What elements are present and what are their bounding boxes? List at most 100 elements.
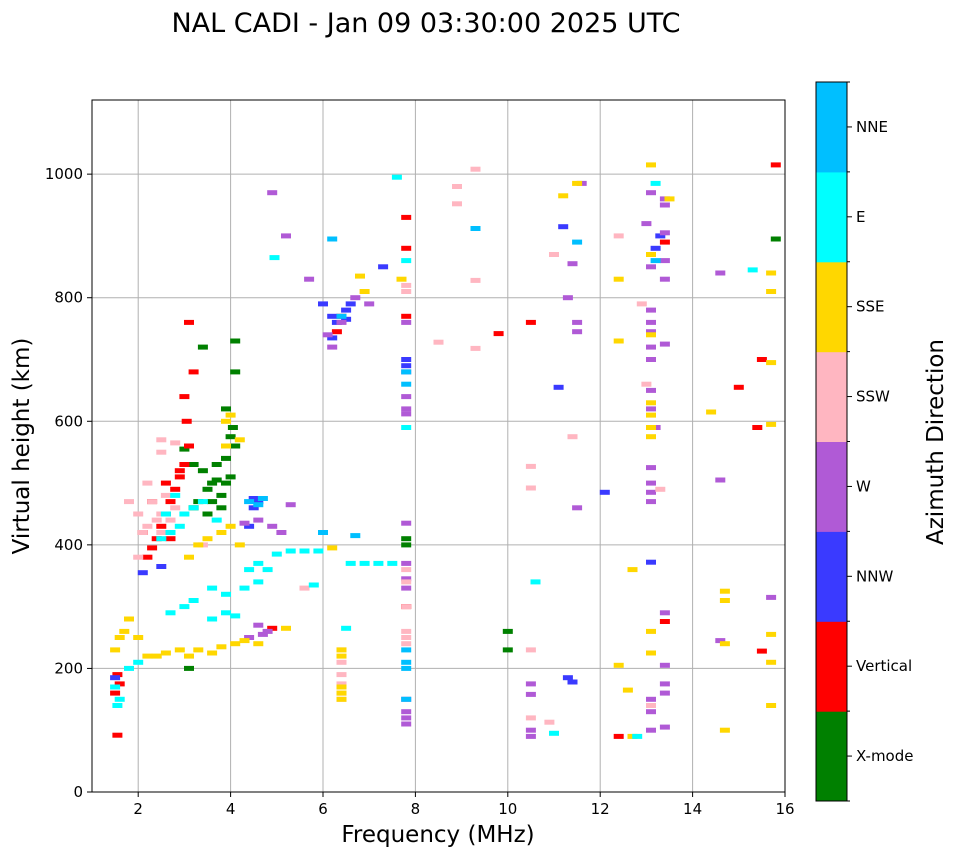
data-point-nnw <box>248 505 259 511</box>
data-point-ssw <box>156 530 167 535</box>
data-point-nnw <box>650 245 661 251</box>
data-point-e <box>165 610 176 616</box>
data-point-ssw <box>641 381 652 387</box>
data-point-nnw <box>110 675 121 681</box>
data-point-ssw <box>401 641 412 647</box>
data-point-x-mode <box>221 406 231 412</box>
data-point-w <box>659 230 670 236</box>
data-point-ssw <box>470 345 481 351</box>
data-point-sse <box>336 696 347 702</box>
data-point-w <box>646 499 656 505</box>
data-point-vertical <box>659 239 670 245</box>
data-point-vertical <box>331 329 342 335</box>
data-point-w <box>401 560 412 566</box>
colorbar-segment-vertical <box>816 621 847 712</box>
data-point-x-mode <box>221 480 231 486</box>
data-point-nnw <box>655 233 666 239</box>
x-tick-label: 8 <box>411 800 421 818</box>
data-point-sse <box>193 542 204 548</box>
data-point-nnw <box>137 570 148 576</box>
data-point-w <box>659 202 670 208</box>
data-point-w <box>641 221 652 227</box>
data-point-nnw <box>378 264 389 270</box>
x-tick-label: 12 <box>591 800 610 818</box>
data-point-x-mode <box>401 542 412 548</box>
y-axis-ticks: 0 200 400 600 800 1000 <box>45 165 92 801</box>
data-point-w <box>572 505 583 511</box>
data-point-sse <box>151 653 162 659</box>
data-point-nne <box>401 665 412 671</box>
colorbar-tick-label: E <box>856 208 865 226</box>
data-point-vertical <box>160 480 171 486</box>
data-point-ssw <box>452 184 462 189</box>
data-point-nne <box>350 533 361 539</box>
data-point-sse <box>766 421 777 427</box>
data-point-vertical <box>142 554 153 560</box>
data-point-ssw <box>613 233 624 239</box>
data-point-sse <box>646 252 656 257</box>
data-point-e <box>530 579 541 585</box>
data-point-x-mode <box>207 499 218 505</box>
data-point-ssw <box>336 659 347 665</box>
data-point-x-mode <box>230 443 241 449</box>
data-point-vertical <box>110 690 121 696</box>
data-point-w <box>659 681 670 687</box>
colorbar-segment-nne <box>816 82 847 173</box>
data-point-x-mode <box>770 236 781 242</box>
data-point-w <box>659 724 670 730</box>
data-point-vertical <box>165 499 176 505</box>
data-point-w <box>659 276 670 282</box>
data-point-sse <box>706 409 717 415</box>
data-point-x-mode <box>211 462 222 467</box>
data-point-ssw <box>401 289 412 294</box>
data-point-nnw <box>327 313 338 319</box>
data-point-w <box>715 477 726 483</box>
data-point-nnw <box>318 301 328 307</box>
data-point-ssw <box>165 517 176 523</box>
data-point-nne <box>650 258 661 264</box>
colorbar-tick-label: X-mode <box>856 747 913 765</box>
data-point-sse <box>225 412 236 418</box>
data-point-w <box>646 465 656 471</box>
data-point-ssw <box>470 166 481 172</box>
data-point-nne <box>401 647 412 653</box>
data-point-w <box>659 258 670 264</box>
data-point-w <box>285 502 296 508</box>
data-point-sse <box>193 647 204 653</box>
data-point-vertical <box>188 369 199 375</box>
data-point-nnw <box>599 489 610 495</box>
data-point-e <box>179 604 190 610</box>
data-point-ssw <box>170 505 181 511</box>
data-point-x-mode <box>202 511 213 517</box>
colorbar-segment-nnw <box>816 531 847 622</box>
data-point-sse <box>174 647 185 653</box>
data-point-e <box>221 591 231 597</box>
data-point-sse <box>613 662 624 668</box>
data-point-w <box>567 261 578 267</box>
plot-area <box>92 100 785 792</box>
data-point-x-mode <box>502 628 513 634</box>
data-point-e <box>345 560 356 566</box>
data-point-vertical <box>493 331 504 337</box>
data-point-w <box>572 329 583 335</box>
data-point-sse <box>216 644 227 650</box>
data-point-nne <box>572 239 583 245</box>
data-point-w <box>401 394 412 400</box>
data-point-w <box>715 638 726 644</box>
data-point-nnw <box>345 301 356 307</box>
data-point-sse <box>336 647 347 653</box>
data-point-w <box>525 727 536 733</box>
data-point-nnw <box>646 559 656 565</box>
data-point-w <box>350 295 361 301</box>
data-point-e <box>170 492 181 498</box>
data-point-e <box>313 548 324 554</box>
data-point-ssw <box>401 282 412 288</box>
y-tick-label: 1000 <box>45 165 83 183</box>
data-point-nnw <box>248 496 259 501</box>
data-point-x-mode <box>230 338 241 344</box>
data-point-sse <box>327 545 338 551</box>
data-point-vertical <box>174 468 185 474</box>
data-point-x-mode <box>225 434 236 440</box>
data-point-sse <box>110 647 121 653</box>
data-point-e <box>262 567 273 573</box>
